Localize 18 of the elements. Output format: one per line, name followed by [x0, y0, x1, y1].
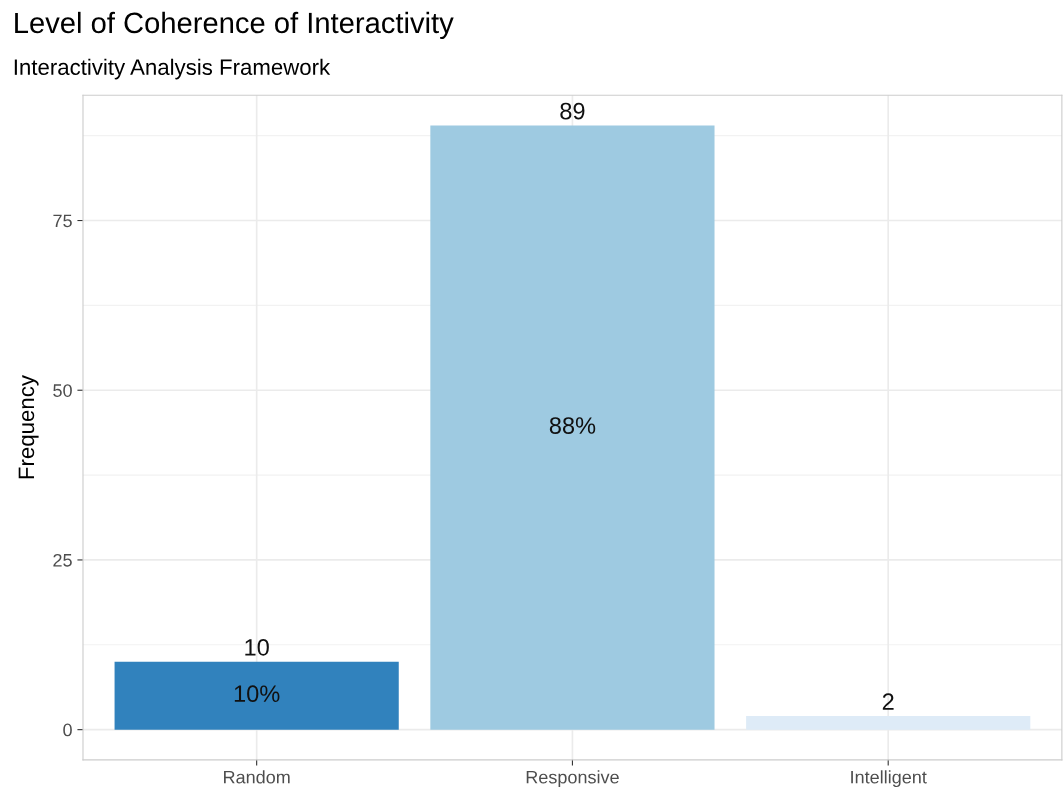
chart-subtitle: Interactivity Analysis Framework — [14, 58, 331, 80]
data-label: 2 — [882, 693, 894, 710]
bar — [114, 661, 399, 730]
chart-title: Level of Coherence of Interactivity — [15, 11, 454, 39]
x-tick-label: Random — [224, 770, 290, 784]
y-tick-label: 25 — [53, 553, 72, 567]
y-axis-title: Frequency — [18, 375, 39, 479]
annotation: 10% — [234, 685, 280, 703]
data-label: 10 — [245, 638, 269, 656]
y-tick-label: 75 — [53, 214, 72, 228]
x-tick-label: Intelligent — [851, 770, 927, 788]
bar — [430, 125, 715, 730]
x-tick-label: Responsive — [526, 770, 619, 788]
data-label: 89 — [560, 102, 585, 120]
y-tick-label: 50 — [53, 384, 72, 397]
annotation: 88% — [549, 417, 596, 434]
y-tick-label: 0 — [63, 723, 72, 737]
bar — [746, 716, 1031, 730]
